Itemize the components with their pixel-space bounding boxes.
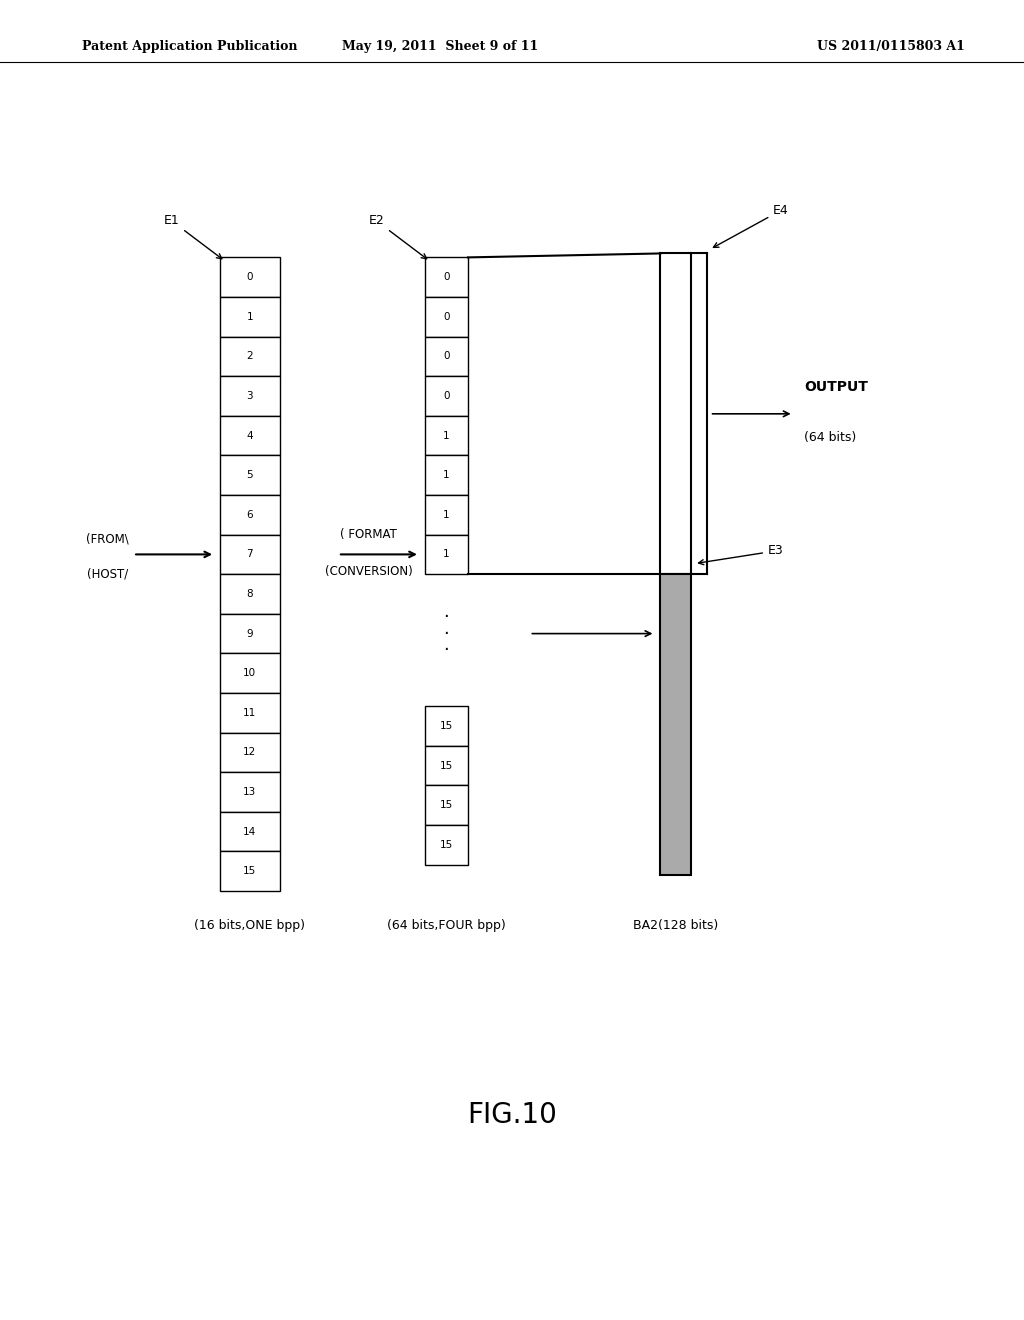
- Text: US 2011/0115803 A1: US 2011/0115803 A1: [817, 40, 965, 53]
- Text: 8: 8: [247, 589, 253, 599]
- Text: 1: 1: [443, 430, 450, 441]
- Bar: [220, 416, 280, 455]
- Text: OUTPUT: OUTPUT: [804, 380, 867, 395]
- Text: 15: 15: [244, 866, 256, 876]
- Text: 1: 1: [443, 549, 450, 560]
- Bar: [425, 706, 468, 746]
- Text: 13: 13: [244, 787, 256, 797]
- Bar: [220, 653, 280, 693]
- Bar: [425, 416, 468, 455]
- Text: BA2(128 bits): BA2(128 bits): [633, 919, 719, 932]
- Text: (16 bits,ONE bpp): (16 bits,ONE bpp): [195, 919, 305, 932]
- Text: E3: E3: [698, 544, 783, 565]
- Text: 4: 4: [247, 430, 253, 441]
- Text: (HOST/: (HOST/: [87, 568, 128, 581]
- Text: Patent Application Publication: Patent Application Publication: [82, 40, 297, 53]
- Bar: [425, 455, 468, 495]
- Text: 6: 6: [247, 510, 253, 520]
- Text: ( FORMAT: ( FORMAT: [340, 528, 397, 541]
- Bar: [220, 337, 280, 376]
- Bar: [425, 297, 468, 337]
- Text: 7: 7: [247, 549, 253, 560]
- Bar: [220, 257, 280, 297]
- Text: 15: 15: [440, 840, 453, 850]
- Bar: [220, 574, 280, 614]
- Text: 0: 0: [443, 312, 450, 322]
- Text: 1: 1: [247, 312, 253, 322]
- Bar: [220, 455, 280, 495]
- Bar: [220, 772, 280, 812]
- Text: 0: 0: [443, 351, 450, 362]
- Bar: [220, 535, 280, 574]
- Text: E1: E1: [164, 214, 222, 259]
- Text: E4: E4: [714, 203, 788, 247]
- Text: May 19, 2011  Sheet 9 of 11: May 19, 2011 Sheet 9 of 11: [342, 40, 539, 53]
- Bar: [425, 785, 468, 825]
- Text: 5: 5: [247, 470, 253, 480]
- Bar: [220, 812, 280, 851]
- Text: (64 bits): (64 bits): [804, 432, 856, 444]
- Text: ·
·
·: · · ·: [443, 609, 450, 659]
- Text: (64 bits,FOUR bpp): (64 bits,FOUR bpp): [387, 919, 506, 932]
- Text: 0: 0: [443, 391, 450, 401]
- Bar: [425, 495, 468, 535]
- Bar: [220, 693, 280, 733]
- Text: 3: 3: [247, 391, 253, 401]
- Bar: [425, 257, 468, 297]
- Text: 15: 15: [440, 800, 453, 810]
- Text: 12: 12: [244, 747, 256, 758]
- Text: 15: 15: [440, 721, 453, 731]
- Text: 14: 14: [244, 826, 256, 837]
- Text: E2: E2: [369, 214, 427, 259]
- Text: 0: 0: [247, 272, 253, 282]
- Text: 1: 1: [443, 510, 450, 520]
- Text: 15: 15: [440, 760, 453, 771]
- Bar: [425, 825, 468, 865]
- Bar: [660, 574, 691, 875]
- Text: 10: 10: [244, 668, 256, 678]
- Text: 9: 9: [247, 628, 253, 639]
- Bar: [425, 337, 468, 376]
- Bar: [660, 253, 691, 574]
- Bar: [425, 535, 468, 574]
- Bar: [425, 376, 468, 416]
- Text: FIG.10: FIG.10: [467, 1101, 557, 1130]
- Text: 0: 0: [443, 272, 450, 282]
- Bar: [220, 733, 280, 772]
- Bar: [220, 495, 280, 535]
- Bar: [425, 746, 468, 785]
- Text: (CONVERSION): (CONVERSION): [325, 565, 413, 578]
- Text: 1: 1: [443, 470, 450, 480]
- Bar: [220, 376, 280, 416]
- Bar: [220, 851, 280, 891]
- Bar: [220, 614, 280, 653]
- Text: 11: 11: [244, 708, 256, 718]
- Text: (FROM\: (FROM\: [86, 532, 129, 545]
- Text: 2: 2: [247, 351, 253, 362]
- Bar: [220, 297, 280, 337]
